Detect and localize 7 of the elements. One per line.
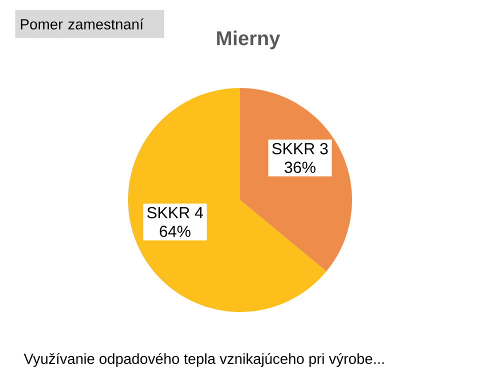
slice-label: SKKR 3 <box>272 143 328 154</box>
data-label: 64% <box>160 226 190 237</box>
text: Využívanie odpadového tepla vznikajúceho pri výrobe... <box>24 353 384 367</box>
slice-label: SKKR 4 <box>147 207 203 218</box>
data-label: 36% <box>284 162 316 173</box>
text: Pomer zamestnaní <box>20 18 144 30</box>
chart-title: Mierny <box>217 30 280 50</box>
